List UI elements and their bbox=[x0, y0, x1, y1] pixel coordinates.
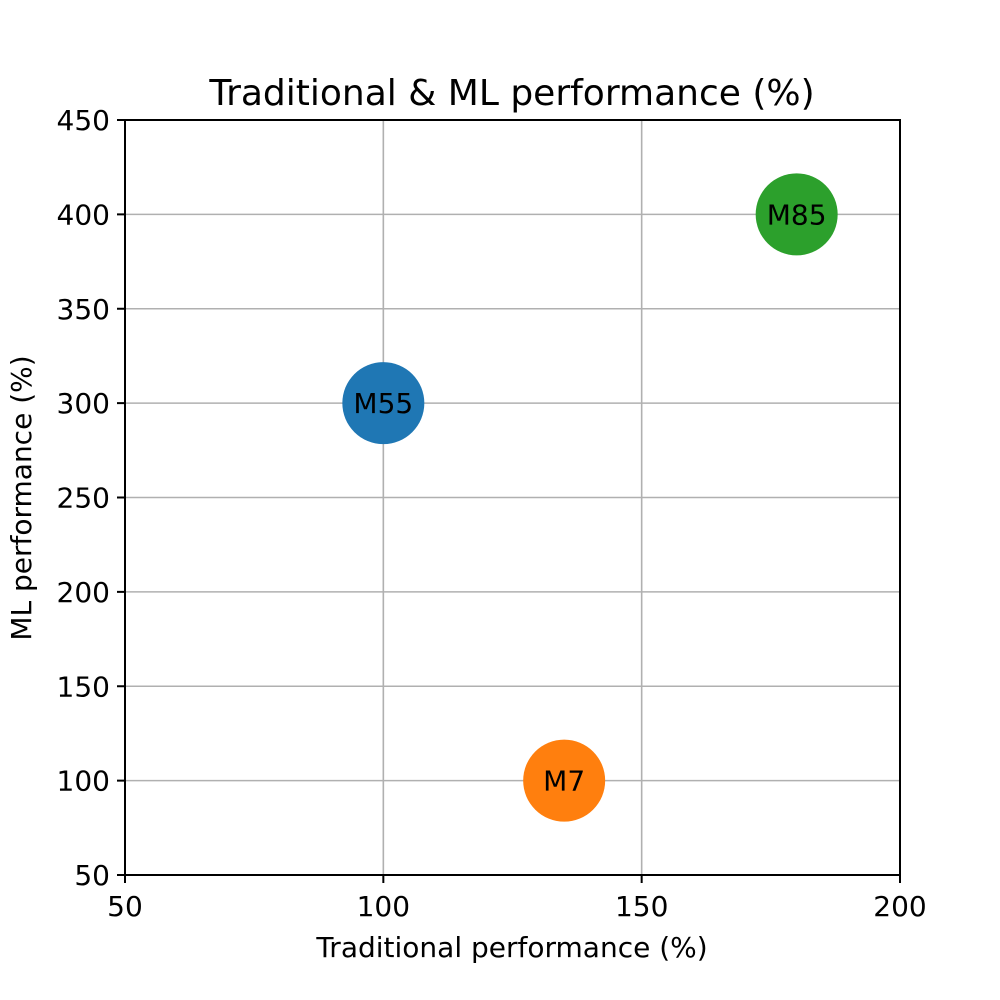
y-tick-label: 400 bbox=[57, 198, 110, 231]
x-axis-ticks: 50 100 150 200 bbox=[107, 875, 927, 923]
x-axis-label: Traditional performance (%) bbox=[315, 931, 707, 964]
y-tick-label: 300 bbox=[57, 387, 110, 420]
y-tick-label: 350 bbox=[57, 293, 110, 326]
data-point-m85 bbox=[755, 173, 838, 256]
x-tick-label: 200 bbox=[873, 890, 926, 923]
y-tick-label: 50 bbox=[74, 859, 110, 892]
data-point-label: M85 bbox=[767, 198, 827, 231]
data-point-label: M7 bbox=[543, 765, 585, 798]
chart-title: Traditional & ML performance (%) bbox=[208, 73, 814, 114]
x-tick-label: 50 bbox=[107, 890, 143, 923]
data-point-m7 bbox=[523, 739, 606, 822]
data-points: M55 M7 M85 bbox=[342, 173, 838, 822]
y-axis-label: ML performance (%) bbox=[5, 355, 38, 640]
x-tick-label: 100 bbox=[357, 890, 410, 923]
data-point-label: M55 bbox=[353, 387, 413, 420]
x-tick-label: 150 bbox=[615, 890, 668, 923]
y-axis-ticks: 50 100 150 200 250 300 350 400 450 bbox=[57, 104, 125, 892]
y-tick-label: 250 bbox=[57, 482, 110, 515]
y-tick-label: 150 bbox=[57, 670, 110, 703]
y-tick-label: 450 bbox=[57, 104, 110, 137]
y-tick-label: 100 bbox=[57, 765, 110, 798]
y-tick-label: 200 bbox=[57, 576, 110, 609]
data-point-m55 bbox=[342, 362, 425, 445]
